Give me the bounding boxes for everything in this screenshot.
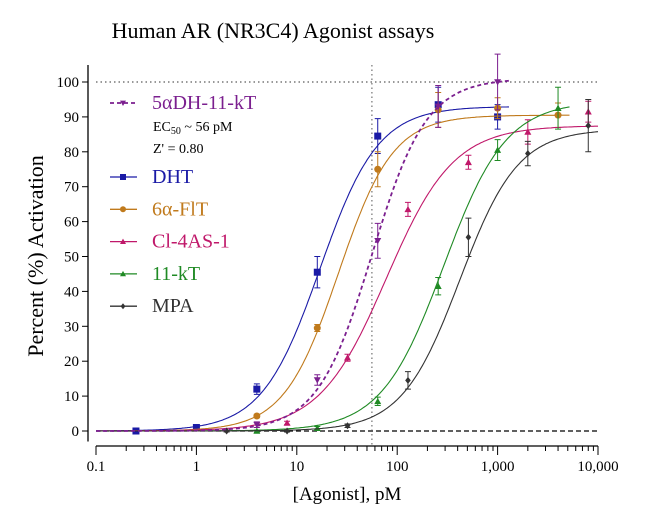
legend-label: 6α-FlT [152,198,208,220]
y-tick-label: 40 [64,284,79,300]
data-point-marker [524,128,532,135]
data-point-marker [120,303,126,310]
y-tick-label: 70 [64,180,79,196]
data-point-marker [374,397,382,405]
data-point-marker [313,424,321,432]
data-point-marker [120,238,126,244]
y-tick-label: 60 [64,215,79,231]
data-point-marker [465,233,472,241]
z-prime-annotation: Z' = 0.80 [153,142,203,157]
chart-title: Human AR (NR3C4) Agonist assays [112,18,435,43]
x-tick-label: 100 [386,459,409,475]
data-point-marker [192,424,200,432]
data-point-marker [344,422,351,430]
legend-label: 11-kT [152,263,200,285]
data-point-marker [374,132,382,140]
data-point-marker [120,100,126,106]
legend-item: 11-kT [110,263,200,285]
series-MPA [96,98,599,435]
x-tick-label: 10 [289,459,304,475]
data-point-marker [253,421,261,429]
data-point-marker [120,174,126,180]
data-point-marker [313,324,321,332]
series-5αDH-11-kT [96,53,510,432]
x-axis-label: [Agonist], pM [293,484,402,505]
data-point-marker [313,268,321,276]
x-tick-label: 0.1 [87,459,106,475]
y-tick-label: 90 [64,110,79,126]
y-tick-label: 0 [72,424,80,440]
data-point-marker [494,79,502,86]
legend-item: 5αDH-11-kT [110,92,256,114]
data-point-marker [374,165,382,173]
ec50-annotation: EC50 ~ 56 pM [153,120,233,137]
legend-label: Cl-4AS-1 [152,231,230,253]
data-point-marker [120,270,126,277]
y-tick-label: 80 [64,145,79,161]
data-point-marker [120,206,126,213]
y-tick-label: 30 [64,319,79,335]
y-tick-label: 50 [64,250,79,266]
legend-item: Cl-4AS-1 [110,231,230,253]
data-point-marker [434,103,442,110]
legend-item: 6α-FlT [110,198,208,220]
fit-curve [96,79,510,432]
data-point-marker [253,412,261,420]
data-point-marker [494,146,502,153]
data-point-marker [554,104,562,111]
y-tick-label: 10 [64,389,79,405]
y-tick-label: 100 [57,75,80,91]
data-point-marker [404,205,412,213]
legend-label: 5αDH-11-kT [152,92,256,114]
data-point-marker [525,150,531,158]
series-DHT [95,86,509,435]
data-point-marker [405,376,411,384]
y-tick-label: 20 [64,354,79,370]
data-point-marker [585,122,592,130]
data-point-marker [253,385,261,393]
x-tick-label: 10,000 [577,459,618,475]
data-point-marker [313,377,321,384]
legend-item: MPA [110,295,194,317]
data-point-marker [434,282,442,289]
data-point-marker [283,419,291,426]
x-tick-label: 1,000 [481,459,515,475]
legend-label: MPA [152,295,194,317]
series-11-kT [96,86,570,434]
data-point-marker [464,158,472,166]
y-axis-label: Percent (%) Activation [23,155,48,357]
data-point-marker [344,354,352,361]
x-tick-label: 1 [193,459,201,475]
legend-item: DHT [110,166,193,188]
legend-label: DHT [152,166,193,188]
data-point-marker [374,237,382,245]
data-point-marker [284,427,290,435]
